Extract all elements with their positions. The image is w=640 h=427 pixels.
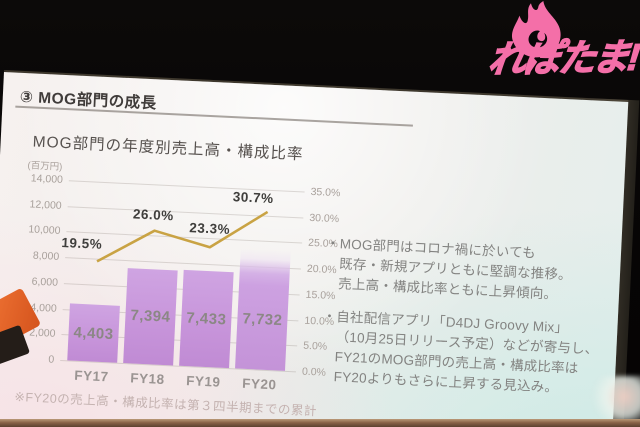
line-point-label: 30.7%	[232, 189, 274, 207]
composition-ratio-line	[96, 210, 269, 263]
flame-icon	[512, 0, 561, 58]
line-point-label: 19.5%	[61, 234, 103, 252]
repotama-logo: れぽたま!	[440, 0, 640, 81]
screen-bottom-frame	[0, 419, 640, 427]
projector-glow	[592, 376, 640, 422]
presentation-slide: ③ MOG部門の成長 MOG部門の年度別売上高・構成比率 (百万円) 0 2,00…	[0, 72, 629, 427]
bullet-list: ・MOG部門はコロナ禍に於いても 既存・新規アプリともに堅調な推移。 売上高・構…	[319, 234, 626, 401]
chart-plot-area: 0 2,000 4,000 6,000 8,000 10,000 12,000 14,000 0…	[4, 72, 348, 392]
bullet-item-2: ・自社配信アプリ「D4DJ Groovy Mix」 （10月25日リリース予定）…	[319, 307, 622, 401]
sales-composition-chart: MOG部門の年度別売上高・構成比率 (百万円) 0 2,000 4,000 6,000…	[0, 72, 348, 422]
bullet-item-1: ・MOG部門はコロナ禍に於いても 既存・新規アプリともに堅調な推移。 売上高・構…	[324, 234, 627, 308]
line-point-label: 23.3%	[188, 220, 231, 238]
logo-text: れぽたま!	[485, 36, 640, 81]
line-point-label: 26.0%	[132, 206, 175, 224]
